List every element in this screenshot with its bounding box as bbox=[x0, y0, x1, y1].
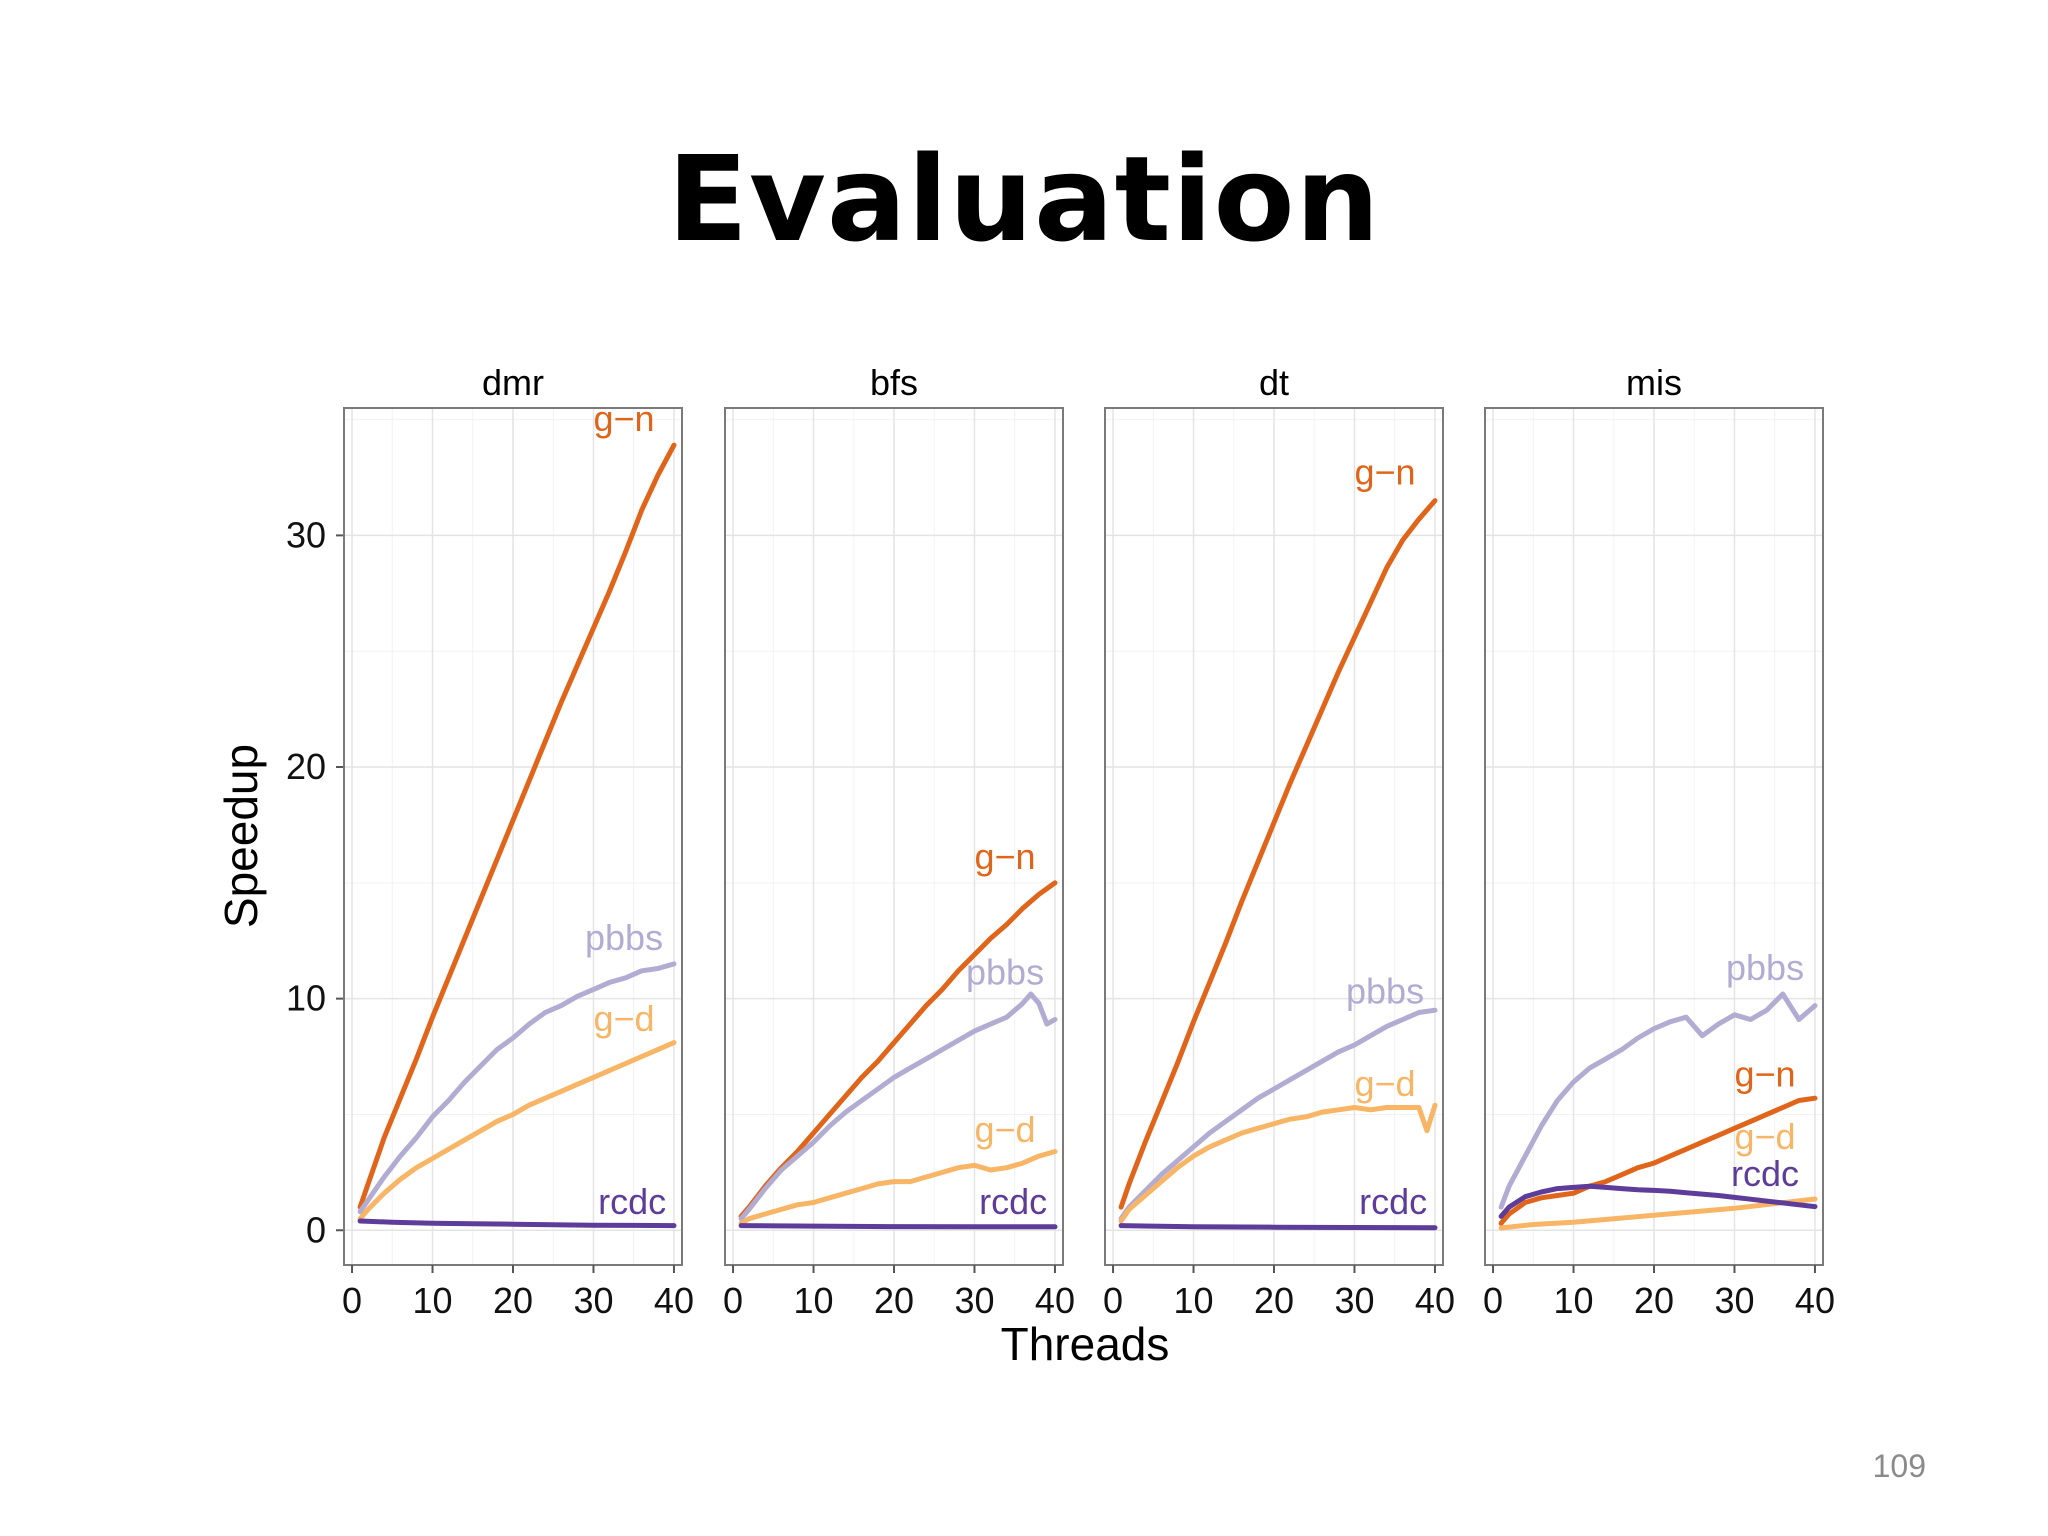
series-line-g-d bbox=[738, 1149, 1058, 1226]
page-number: 109 bbox=[1872, 1448, 1926, 1484]
y-tick-label: 0 bbox=[306, 1209, 326, 1250]
x-tick-label: 0 bbox=[723, 1280, 743, 1321]
x-tick-label: 10 bbox=[794, 1280, 834, 1321]
panel-title: bfs bbox=[870, 362, 918, 403]
y-tick-label: 20 bbox=[286, 746, 326, 787]
x-tick-label: 40 bbox=[1795, 1280, 1835, 1321]
series-label-rcdc: rcdc bbox=[1731, 1153, 1799, 1194]
series-label-g-n: g−n bbox=[1735, 1054, 1796, 1095]
series-line-pbbs bbox=[738, 991, 1058, 1222]
series-label-pbbs: pbbs bbox=[1726, 947, 1804, 988]
y-tick-label: 30 bbox=[286, 514, 326, 555]
x-tick-label: 30 bbox=[573, 1280, 613, 1321]
series-line-g-d bbox=[1498, 1196, 1818, 1231]
slide-title: Evaluation bbox=[667, 130, 1381, 268]
series-line-g-n bbox=[357, 442, 677, 1210]
panel-title: mis bbox=[1626, 362, 1682, 403]
series-label-rcdc: rcdc bbox=[598, 1181, 666, 1222]
series-line-pbbs bbox=[1498, 991, 1818, 1210]
x-tick-label: 20 bbox=[1634, 1280, 1674, 1321]
panel-dt: dt g−n pbbs g−d rcdc 0 10 20 30 40 bbox=[1103, 362, 1455, 1321]
x-tick-label: 20 bbox=[874, 1280, 914, 1321]
series-label-pbbs: pbbs bbox=[585, 917, 663, 958]
series-label-g-d: g−d bbox=[1355, 1063, 1416, 1104]
series-line-rcdc bbox=[1498, 1183, 1818, 1219]
series-label-g-d: g−d bbox=[1735, 1116, 1796, 1157]
x-tick-label: 0 bbox=[342, 1280, 362, 1321]
x-tick-label: 40 bbox=[654, 1280, 694, 1321]
panel-title: dt bbox=[1259, 362, 1289, 403]
series-label-pbbs: pbbs bbox=[1346, 970, 1424, 1011]
x-tick-label: 40 bbox=[1415, 1280, 1455, 1321]
x-tick-label: 30 bbox=[1714, 1280, 1754, 1321]
series-label-g-n: g−n bbox=[975, 836, 1036, 877]
series-label-pbbs: pbbs bbox=[966, 952, 1044, 993]
x-tick-label: 0 bbox=[1483, 1280, 1503, 1321]
panel-dmr: dmr g−n pbbs g−d rcdc 0 10 20 30 40 bbox=[342, 362, 694, 1321]
x-tick-label: 30 bbox=[954, 1280, 994, 1321]
x-tick-label: 10 bbox=[413, 1280, 453, 1321]
x-tick-label: 20 bbox=[1254, 1280, 1294, 1321]
x-axis-title: Threads bbox=[1001, 1318, 1170, 1370]
series-label-rcdc: rcdc bbox=[979, 1181, 1047, 1222]
series-label-g-d: g−d bbox=[594, 998, 655, 1039]
series-line-rcdc bbox=[1118, 1223, 1438, 1231]
series-label-g-n: g−n bbox=[1355, 451, 1416, 492]
series-line-rcdc bbox=[738, 1223, 1058, 1230]
x-tick-label: 30 bbox=[1334, 1280, 1374, 1321]
y-axis-title: Speedup bbox=[215, 744, 267, 928]
x-tick-label: 0 bbox=[1103, 1280, 1123, 1321]
series-label-g-d: g−d bbox=[975, 1109, 1036, 1150]
series-line-pbbs bbox=[357, 961, 677, 1215]
x-tick-label: 10 bbox=[1174, 1280, 1214, 1321]
series-label-g-n: g−n bbox=[594, 398, 655, 439]
series-line-rcdc bbox=[357, 1218, 677, 1229]
series-line-g-n bbox=[1498, 1095, 1818, 1226]
x-tick-label: 10 bbox=[1554, 1280, 1594, 1321]
series-line-g-d bbox=[1118, 1102, 1438, 1224]
series-label-rcdc: rcdc bbox=[1359, 1181, 1427, 1222]
x-tick-label: 20 bbox=[493, 1280, 533, 1321]
panel-title: dmr bbox=[482, 362, 544, 403]
y-tick-label: 10 bbox=[286, 978, 326, 1019]
x-tick-label: 40 bbox=[1035, 1280, 1075, 1321]
panel-bfs: bfs g−n pbbs g−d rcdc 0 10 20 30 40 bbox=[723, 362, 1075, 1321]
series-line-pbbs bbox=[1118, 1007, 1438, 1222]
series-line-g-n bbox=[1118, 498, 1438, 1210]
series-line-g-d bbox=[357, 1040, 677, 1222]
